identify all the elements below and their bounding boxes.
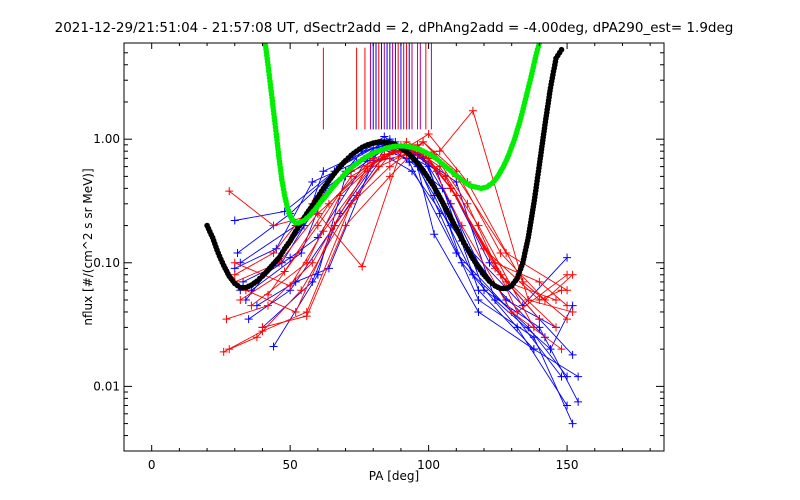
- data-point-18-0: [230, 258, 239, 267]
- data-point-10-5: [408, 167, 416, 176]
- data-point-16-2: [313, 209, 322, 218]
- data-point-0-6: [474, 295, 483, 304]
- fit-dot-0-232: [558, 46, 565, 53]
- data-point-21-3: [385, 172, 394, 181]
- data-point-10-1: [272, 244, 281, 253]
- y-axis-label: nflux [#/(cm^2 s sr MeV)]: [81, 168, 95, 325]
- data-point-22-0: [264, 290, 272, 299]
- data-point-16-8: [568, 307, 577, 316]
- data-point-22-1: [313, 221, 322, 230]
- data-point-21-4: [419, 137, 428, 146]
- data-point-4-6: [457, 258, 466, 267]
- data-point-20-8: [563, 301, 572, 310]
- x-axis-label: PA [deg]: [369, 469, 419, 483]
- data-point-20-0: [247, 301, 256, 310]
- data-point-21-8: [568, 270, 577, 279]
- data-point-21-6: [496, 248, 505, 257]
- fit-curve-green: [262, 43, 543, 226]
- x-tick-label-1: 50: [283, 458, 298, 472]
- data-point-8-6: [474, 307, 483, 316]
- data-point-5-6: [474, 286, 483, 295]
- fit-curve-black: [204, 46, 565, 292]
- data-point-8-5: [430, 230, 439, 239]
- data-point-17-0: [236, 295, 245, 304]
- data-point-10-2: [308, 178, 317, 187]
- data-point-21-0: [258, 323, 267, 332]
- data-point-15-1: [269, 221, 278, 230]
- data-point-1-8: [574, 397, 583, 406]
- data-point-12-8: [557, 345, 566, 354]
- data-point-16-6: [468, 106, 477, 115]
- data-point-3-6: [452, 248, 461, 257]
- axes: 0 50 100 150 0.01 0.10 1.00: [93, 42, 664, 472]
- data-point-14-4: [385, 162, 394, 171]
- data-point-19-1: [291, 307, 300, 316]
- data-point-19-8: [557, 286, 566, 295]
- data-point-13-2: [297, 286, 306, 295]
- data-point-5-8: [574, 372, 583, 381]
- data-point-8-7: [529, 345, 538, 354]
- data-point-9-0: [244, 315, 253, 324]
- data-point-11-1: [286, 253, 295, 262]
- data-point-23-7: [502, 277, 511, 286]
- data-point-18-7: [513, 307, 522, 316]
- data-point-3-8: [557, 372, 566, 381]
- data-point-15-3: [358, 262, 367, 271]
- plot-area: [204, 43, 583, 428]
- data-point-3-0: [239, 277, 248, 286]
- data-point-19-3: [374, 162, 383, 171]
- data-point-7-7: [546, 345, 555, 354]
- data-point-13-8: [552, 323, 560, 332]
- y-tick-label-0: 0.01: [93, 379, 120, 393]
- plot-frame: [123, 42, 665, 452]
- x-tick-label-3: 150: [556, 458, 579, 472]
- data-point-4-8: [563, 401, 572, 410]
- data-point-8-1: [313, 270, 322, 279]
- data-point-4-2: [319, 167, 328, 176]
- data-point-17-2: [324, 199, 333, 208]
- data-point-20-7: [535, 277, 544, 286]
- data-point-15-0: [225, 187, 234, 196]
- y-tick-label-2: 1.00: [93, 132, 120, 146]
- data-point-23-6: [446, 184, 455, 193]
- data-point-19-2: [330, 221, 339, 230]
- data-point-17-7: [529, 323, 538, 332]
- data-point-7-6: [491, 295, 500, 304]
- data-point-21-1: [302, 312, 311, 321]
- data-point-22-7: [535, 315, 544, 324]
- data-point-15-5: [424, 130, 433, 139]
- data-point-23-8: [552, 295, 560, 304]
- data-point-15-8: [563, 315, 572, 324]
- data-point-21-2: [341, 221, 350, 230]
- data-point-23-0: [230, 270, 239, 279]
- data-point-9-8: [568, 350, 577, 359]
- x-tick-label-0: 0: [148, 458, 156, 472]
- data-point-0-8: [568, 419, 577, 428]
- data-point-4-7: [513, 323, 522, 332]
- data-point-12-0: [222, 315, 231, 324]
- data-point-18-6: [463, 199, 472, 208]
- data-point-12-1: [264, 301, 272, 310]
- data-point-0-0: [230, 216, 239, 225]
- data-point-16-7: [524, 295, 533, 304]
- x-tick-label-2: 100: [417, 458, 440, 472]
- data-point-23-4: [385, 150, 394, 159]
- data-point-16-5: [435, 147, 444, 156]
- data-point-21-7: [540, 295, 549, 304]
- data-point-20-1: [302, 258, 311, 267]
- data-point-6-2: [324, 264, 333, 273]
- y-tick-label-1: 0.10: [93, 256, 120, 270]
- chart-title: 2021-12-29/21:51:04 - 21:57:08 UT, dSect…: [55, 20, 734, 36]
- data-point-18-1: [286, 281, 295, 290]
- data-point-23-1: [269, 248, 278, 257]
- data-point-8-0: [269, 342, 278, 351]
- data-point-12-6: [457, 221, 466, 230]
- data-point-18-3: [363, 167, 372, 176]
- data-point-1-0: [233, 248, 242, 257]
- data-point-11-8: [563, 253, 572, 262]
- data-point-14-0: [219, 347, 228, 356]
